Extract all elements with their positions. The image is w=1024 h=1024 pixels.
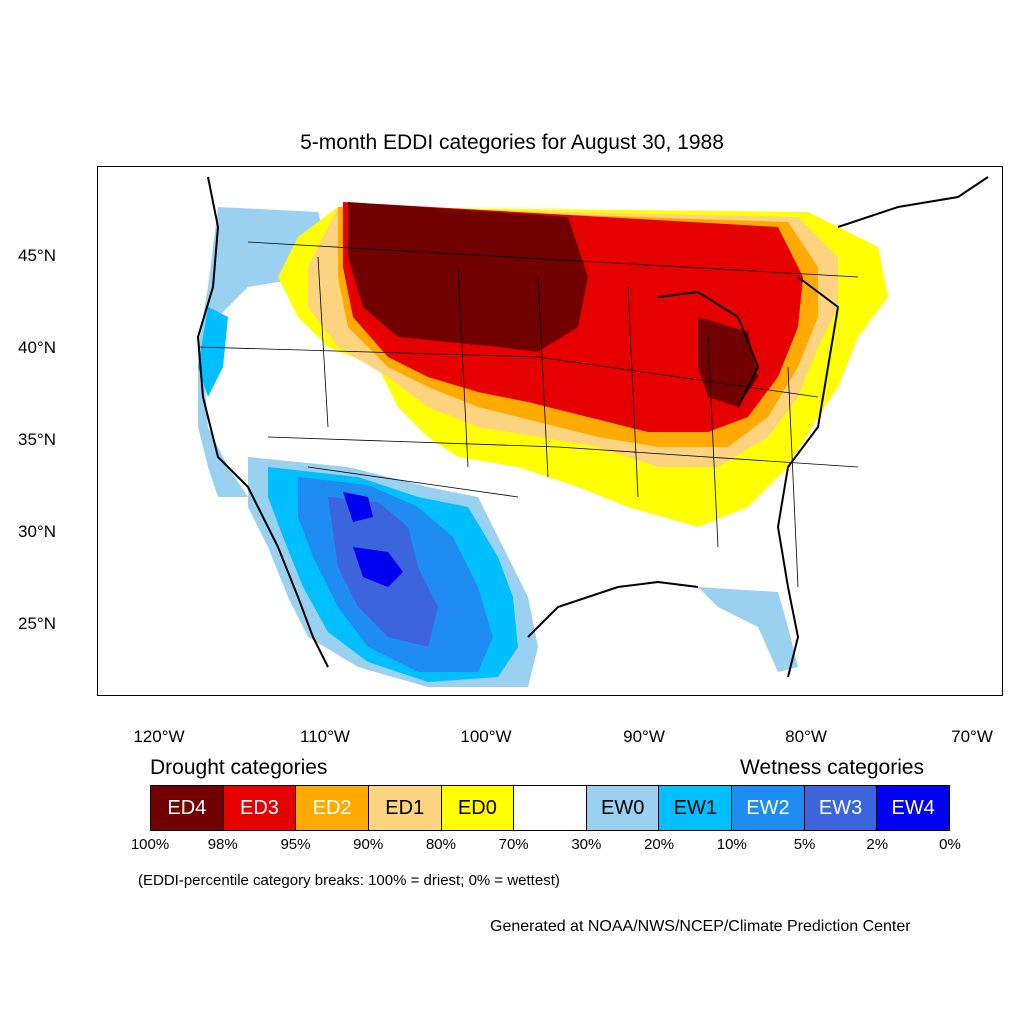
legend-box-ew2: EW2 — [732, 786, 805, 830]
state-boundaries — [197, 241, 859, 588]
wet-region-florida — [698, 587, 798, 672]
lon-label-80: 80°W — [785, 727, 827, 746]
legend-break-label: 2% — [866, 836, 889, 853]
ed4-region-east — [698, 317, 758, 407]
legend-box-neutral — [514, 786, 587, 830]
legend-box-ed4: ED4 — [151, 786, 224, 830]
coastlines — [196, 176, 989, 678]
ew4-region-b — [353, 547, 403, 587]
legend-box-ed2: ED2 — [296, 786, 369, 830]
legend-box-ew1: EW1 — [659, 786, 733, 830]
legend-break-label: 10% — [716, 836, 747, 853]
legend-break-label: 70% — [498, 836, 529, 853]
legend-note: (EDDI-percentile category breaks: 100% =… — [138, 872, 560, 889]
legend-box-ed1: ED1 — [368, 786, 442, 830]
lat-label-30: 30°N — [18, 522, 56, 541]
legend-break-label: 30% — [571, 836, 602, 853]
map-title: 5-month EDDI categories for August 30, 1… — [300, 131, 724, 154]
lon-label-90: 90°W — [623, 727, 665, 746]
legend-break-label: 98% — [207, 836, 238, 853]
lon-label-120: 120°W — [133, 727, 185, 746]
legend-break-label: 90% — [353, 836, 384, 853]
eddi-map-graphic — [196, 176, 989, 687]
legend-break-label: 0% — [939, 836, 961, 853]
legend-box-ed0: ED0 — [441, 786, 515, 830]
lat-label-35: 35°N — [18, 430, 56, 449]
lon-label-100: 100°W — [460, 727, 512, 746]
legend-box-ew0: EW0 — [586, 786, 660, 830]
legend-colorbar: ED4 ED3 ED2 ED1 ED0 EW0 EW1 EW2 EW3 EW4 — [150, 785, 950, 831]
legend-box-ew3: EW3 — [804, 786, 878, 830]
lon-label-110: 110°W — [300, 727, 350, 746]
legend-box-ed3: ED3 — [223, 786, 297, 830]
wet-region-pacific-coast — [198, 307, 228, 397]
wet-region-west — [198, 207, 328, 497]
legend-break-label: 95% — [280, 836, 311, 853]
lat-label-45: 45°N — [18, 246, 56, 265]
ed4-region — [348, 202, 588, 352]
drought-heading: Drought categories — [150, 756, 328, 779]
legend-break-label: 20% — [644, 836, 675, 853]
ew4-region-a — [343, 492, 373, 522]
wetness-heading: Wetness categories — [740, 756, 925, 779]
legend-box-ew4: EW4 — [877, 786, 950, 830]
lat-label-40: 40°N — [18, 338, 56, 357]
legend-break-label: 5% — [793, 836, 816, 853]
legend-break-label: 80% — [425, 836, 456, 853]
legend-break-label: 100% — [130, 836, 170, 853]
map-panel — [97, 166, 1003, 696]
lat-label-25: 25°N — [18, 614, 56, 633]
lon-label-70: 70°W — [951, 727, 993, 746]
credit-line: Generated at NOAA/NWS/NCEP/Climate Predi… — [490, 918, 911, 935]
